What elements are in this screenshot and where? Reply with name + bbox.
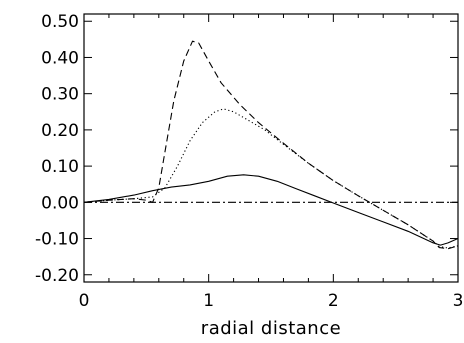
y-tick-label: -0.10 <box>35 230 79 250</box>
y-tick-label: 0.30 <box>41 85 79 105</box>
x-axis: 0 1 2 3 <box>79 14 464 311</box>
y-tick-label: -0.20 <box>35 266 79 286</box>
x-tick-label: 2 <box>328 291 339 311</box>
x-tick-label: 3 <box>453 291 464 311</box>
x-tick-label: 0 <box>79 291 90 311</box>
series-line-dotted <box>83 108 459 249</box>
y-axis: 0.50 0.40 0.30 0.20 0.10 0.00 -0.10 -0.20 <box>35 12 458 286</box>
y-tick-label: 0.00 <box>41 193 79 213</box>
y-tick-label: 0.10 <box>41 157 79 177</box>
series-layer <box>83 40 459 250</box>
series-line-dashed <box>83 40 459 250</box>
series-line-solid <box>83 174 459 246</box>
y-tick-label: 0.20 <box>41 121 79 141</box>
plot-frame <box>83 13 459 283</box>
x-tick-label: 1 <box>203 291 214 311</box>
y-tick-label: 0.40 <box>41 48 79 68</box>
x-axis-label: radial distance <box>201 318 341 339</box>
y-tick-label: 0.50 <box>41 12 79 32</box>
